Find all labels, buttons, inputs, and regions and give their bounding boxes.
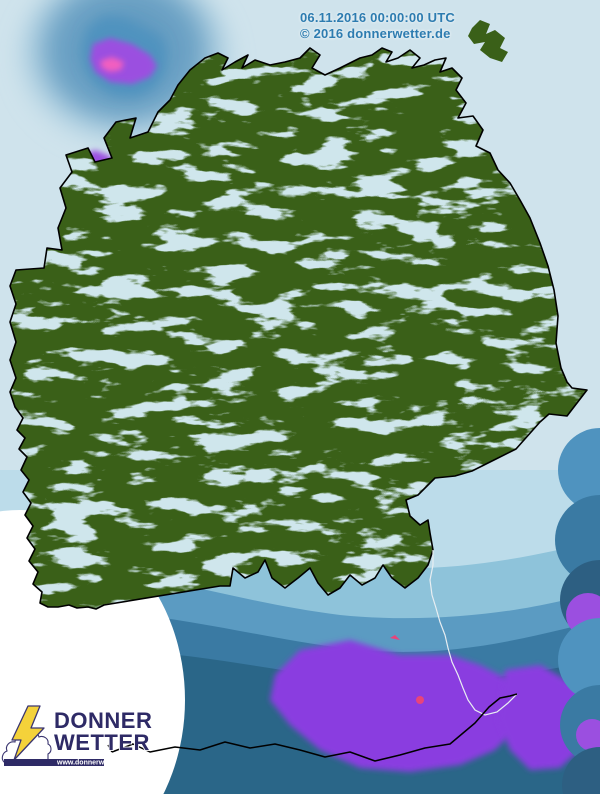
- svg-text:WETTER: WETTER: [54, 730, 150, 755]
- svg-text:www.donnerwetter.de: www.donnerwetter.de: [56, 760, 129, 767]
